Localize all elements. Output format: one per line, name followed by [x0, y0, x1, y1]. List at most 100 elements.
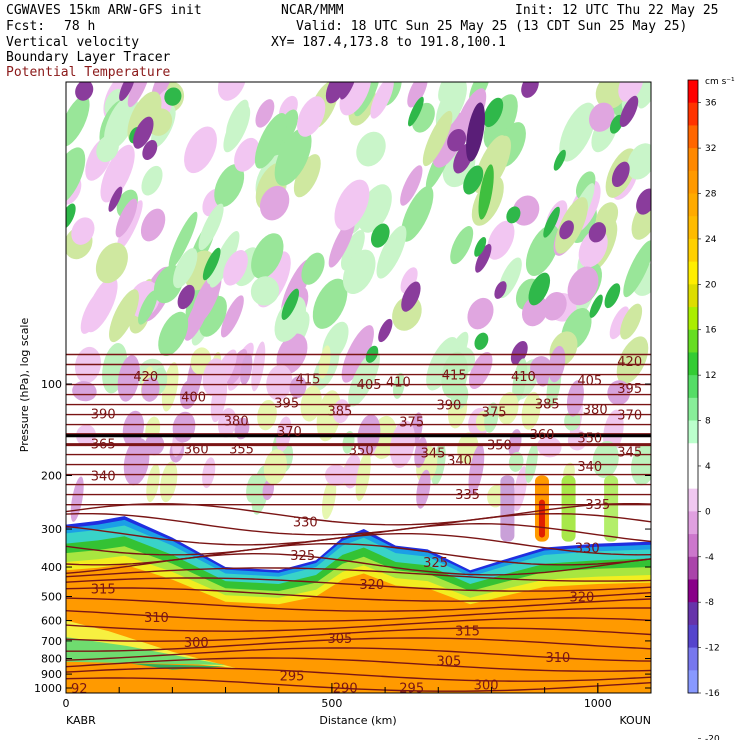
isentrope-line	[66, 677, 651, 692]
wave-cell	[115, 198, 138, 238]
isentrope-label: 360	[530, 428, 555, 443]
colorbar-tick-label: -20	[705, 734, 720, 740]
wave-cell	[184, 126, 217, 174]
wave-cell	[109, 289, 139, 343]
wave-core	[281, 288, 300, 320]
isentrope-label: 300	[184, 636, 209, 651]
colorbar-tick-label: 20	[705, 280, 717, 290]
center-title: NCAR/MMM	[281, 3, 344, 18]
plot-area	[66, 82, 651, 693]
wave-cell	[173, 248, 198, 289]
bl-tracer-orange	[66, 564, 651, 693]
wave-cell	[542, 291, 567, 321]
isentrope-label: 335	[455, 488, 480, 503]
wave-cell	[127, 82, 150, 108]
tropopause-cell	[321, 477, 337, 520]
colorbar-swatch	[688, 556, 698, 580]
y-tick-label: 700	[41, 635, 62, 648]
wave-cell	[71, 217, 95, 245]
isentrope-line	[66, 577, 651, 592]
isentrope-label: 395	[617, 382, 642, 397]
fcst-label: Fcst:	[6, 19, 46, 34]
wave-cell	[512, 195, 540, 226]
wave-cell	[567, 266, 599, 306]
wave-cell	[401, 186, 434, 242]
wave-cell	[223, 250, 248, 286]
isentrope-label: 390	[91, 408, 116, 423]
wave-core	[611, 161, 630, 188]
isentrope-label: 340	[577, 460, 602, 475]
wave-cell	[468, 351, 493, 390]
wave-core	[506, 206, 521, 224]
colorbar-swatch	[688, 216, 698, 240]
y-tick-label: 300	[41, 523, 62, 536]
isentrope-label: 420	[617, 355, 642, 370]
wave-cell	[595, 82, 627, 109]
wave-cell	[525, 224, 560, 276]
colorbar-swatch	[688, 193, 698, 217]
wave-core	[401, 281, 421, 312]
colorbar-tick-label: 36	[705, 99, 717, 109]
colorbar-swatch	[688, 125, 698, 149]
wave-core	[474, 332, 489, 350]
isentrope-line	[66, 607, 651, 622]
tropopause-cell	[240, 353, 253, 385]
wave-cell	[141, 165, 163, 196]
isentrope-label: 405	[577, 374, 602, 389]
wave-core	[447, 128, 467, 152]
colorbar-tick-label: 8	[705, 417, 711, 427]
fcst-value: 78 h	[64, 19, 96, 34]
isentrope-label: 305	[327, 632, 352, 647]
wave-cell	[438, 82, 460, 103]
isentrope-line	[66, 567, 651, 582]
model-title: CGWAVES 15km ARW-GFS init	[6, 3, 202, 18]
tropopause-cell	[537, 436, 562, 458]
wave-cell	[620, 303, 643, 340]
isentrope-label: 330	[293, 515, 318, 530]
convective-plume	[561, 475, 576, 542]
isentrope-label: 415	[296, 373, 321, 388]
isentrope-line	[66, 552, 651, 576]
colorbar-swatch	[688, 238, 698, 263]
wave-core	[588, 222, 607, 243]
tropopause-cell	[566, 380, 584, 417]
colorbar-swatch	[688, 397, 698, 421]
isentrope-label: 340	[447, 454, 472, 469]
y-tick-label: 1000	[34, 682, 62, 695]
colorbar-swatch	[688, 102, 698, 126]
wave-cell	[214, 164, 245, 207]
isentrope-label: 370	[277, 425, 302, 440]
isentrope-label: 295	[399, 681, 424, 696]
isentrope-label: 340	[91, 470, 116, 485]
wave-core	[142, 139, 158, 161]
wave-core	[66, 203, 76, 230]
plot-frame	[65, 81, 652, 694]
colorbar-swatch	[688, 284, 698, 308]
convective-plume	[604, 475, 619, 542]
wave-cell	[66, 95, 90, 147]
wave-cell	[297, 96, 326, 137]
wave-cell	[400, 267, 418, 294]
isentrope-line	[66, 667, 651, 682]
convective-plume	[500, 475, 515, 542]
tropopause-cell	[318, 345, 331, 379]
wave-cell	[147, 108, 173, 136]
wave-cell	[450, 226, 474, 265]
colorbar-tick-label: 28	[705, 190, 717, 200]
wave-core	[408, 96, 424, 127]
colorbar-swatch	[688, 80, 698, 104]
isentrope-label: 370	[617, 409, 642, 424]
y-axis-title: Pressure (hPa), log scale	[18, 318, 31, 453]
tropopause-cell	[289, 376, 307, 399]
isentrope-label: 325	[290, 549, 315, 564]
colorbar-swatch	[688, 329, 698, 353]
isentrope-line	[66, 597, 651, 612]
isentrope-line	[66, 617, 651, 632]
isentrope-line	[66, 657, 651, 672]
wave-cell	[274, 296, 307, 342]
isentrope-label: 385	[535, 398, 560, 413]
low-level-wedge	[129, 663, 226, 670]
wave-core	[543, 206, 560, 238]
wave-cell	[559, 102, 596, 162]
